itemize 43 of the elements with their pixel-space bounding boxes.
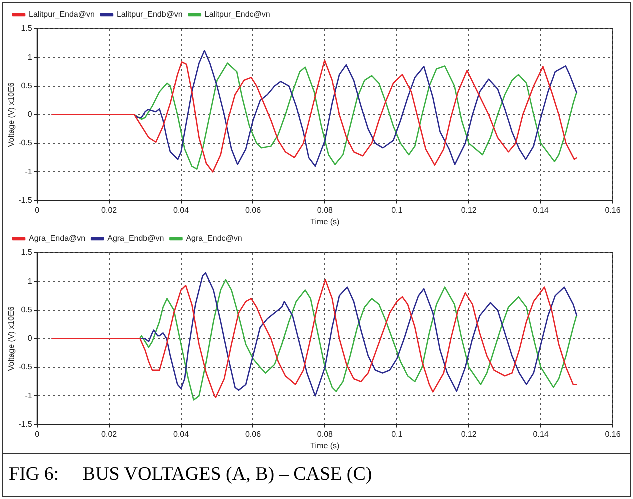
legend-label: Agra_Endb@vn bbox=[108, 234, 164, 244]
x-tick-label: 0.02 bbox=[102, 430, 118, 439]
y-tick-label: -0.5 bbox=[18, 138, 33, 148]
x-tick-label: 0.08 bbox=[317, 430, 334, 439]
x-axis-title: Time (s) bbox=[310, 441, 340, 450]
y-tick-label: 1.5 bbox=[21, 248, 33, 258]
x-tick-label: 0.16 bbox=[605, 430, 622, 439]
y-axis-title: Voltage (V) x10E6 bbox=[7, 306, 16, 372]
y-tick-label: 0 bbox=[28, 334, 33, 344]
x-tick-label: 0.14 bbox=[533, 430, 550, 439]
x-tick-label: 0.02 bbox=[102, 206, 118, 215]
legend-label: Lalitpur_Endc@vn bbox=[204, 10, 270, 20]
y-tick-label: -0.5 bbox=[18, 362, 33, 372]
x-tick-label: 0.12 bbox=[461, 206, 478, 215]
x-tick-label: 0.16 bbox=[605, 206, 622, 215]
x-axis-title: Time (s) bbox=[310, 217, 340, 226]
x-tick-label: 0.06 bbox=[245, 206, 262, 215]
x-tick-label: 0.1 bbox=[392, 430, 404, 439]
x-tick-label: 0.06 bbox=[245, 430, 262, 439]
y-tick-label: 0.5 bbox=[21, 81, 33, 90]
x-tick-label: 0.1 bbox=[392, 206, 404, 215]
x-tick-label: 0.04 bbox=[174, 206, 190, 215]
y-tick-label: 1 bbox=[28, 52, 33, 62]
x-tick-label: 0 bbox=[35, 430, 40, 439]
legend-label: Lalitpur_Enda@vn bbox=[29, 10, 95, 20]
y-tick-label: 0 bbox=[28, 110, 33, 120]
y-tick-label: 0.5 bbox=[21, 305, 33, 314]
legend-label: Agra_Endc@vn bbox=[186, 234, 242, 244]
y-tick-label: -1.5 bbox=[18, 196, 33, 206]
legend-label: Lalitpur_Endb@vn bbox=[116, 10, 183, 20]
y-tick-label: -1 bbox=[25, 167, 33, 176]
x-tick-label: 0.08 bbox=[317, 206, 334, 215]
y-tick-label: -1.5 bbox=[18, 420, 33, 430]
x-tick-label: 0.14 bbox=[533, 206, 550, 215]
y-tick-label: -1 bbox=[25, 391, 33, 400]
x-tick-label: 0.12 bbox=[461, 430, 478, 439]
x-tick-label: 0 bbox=[35, 206, 40, 215]
y-tick-label: 1 bbox=[28, 276, 33, 286]
y-axis-title: Voltage (V) x10E6 bbox=[7, 82, 16, 148]
x-tick-label: 0.04 bbox=[174, 430, 190, 439]
legend-label: Agra_Enda@vn bbox=[29, 234, 86, 244]
caption: FIG 6: BUS VOLTAGES (A, B) – CASE (C) bbox=[3, 453, 630, 496]
y-tick-label: 1.5 bbox=[21, 24, 33, 34]
